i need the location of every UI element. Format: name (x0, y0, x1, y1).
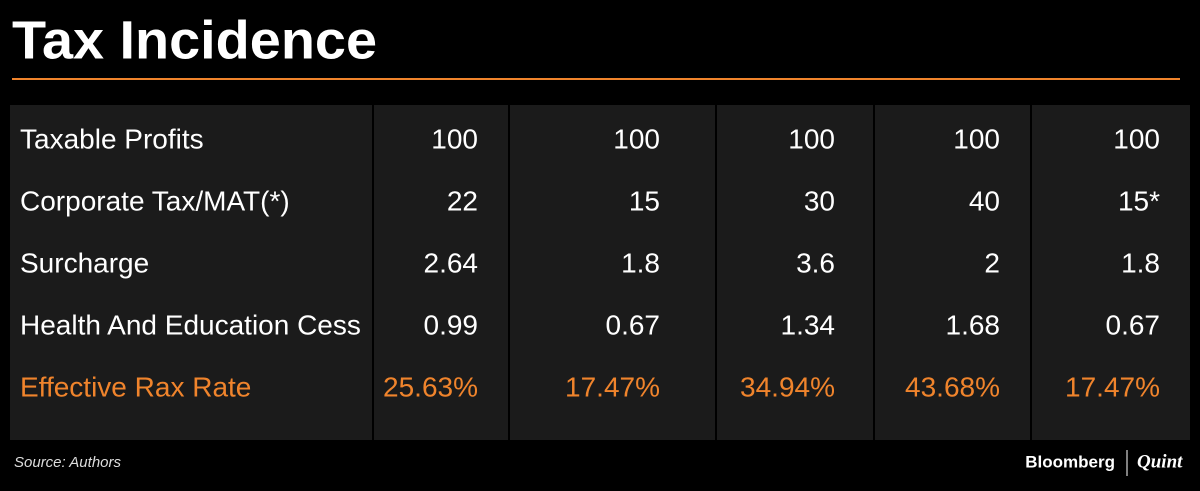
column-bg (717, 105, 873, 440)
column-bg (10, 105, 372, 440)
cell-value: 100 (953, 123, 1000, 154)
cell-value: 22 (447, 185, 478, 216)
cell-value: 15* (1118, 185, 1160, 216)
source: Source: Authors (14, 454, 121, 471)
title: Tax Incidence (12, 10, 377, 70)
cell-value: 17.47% (1065, 371, 1160, 402)
cell-value: 100 (431, 123, 478, 154)
cell-value: 0.67 (1106, 309, 1161, 340)
cell-value: 2.64 (424, 247, 479, 278)
cell-value: 40 (969, 185, 1000, 216)
column-bg (510, 105, 715, 440)
row-label: Surcharge (20, 247, 149, 278)
cell-value: 30 (804, 185, 835, 216)
cell-value: 15 (629, 185, 660, 216)
cell-value: 100 (788, 123, 835, 154)
row-label: Corporate Tax/MAT(*) (20, 185, 290, 216)
cell-value: 3.6 (796, 247, 835, 278)
cell-value: 1.34 (781, 309, 836, 340)
cell-value: 1.68 (946, 309, 1001, 340)
cell-value: 0.99 (424, 309, 479, 340)
brand-logo: Bloomberg (1025, 452, 1115, 471)
table-columns (10, 105, 1190, 440)
row-label: Taxable Profits (20, 123, 204, 154)
column-bg (1032, 105, 1190, 440)
cell-value: 17.47% (565, 371, 660, 402)
cell-value: 0.67 (606, 309, 661, 340)
cell-value: 100 (1113, 123, 1160, 154)
cell-value: 100 (613, 123, 660, 154)
row-label: Effective Rax Rate (20, 371, 251, 402)
cell-value: 1.8 (1121, 247, 1160, 278)
cell-value: 25.63% (383, 371, 478, 402)
table: Taxable Profits 100 100 100 100 100 Corporate … (20, 123, 1160, 402)
cell-value: 1.8 (621, 247, 660, 278)
row-label: Health And Education Cess (20, 309, 361, 340)
column-bg (374, 105, 508, 440)
cell-value: 43.68% (905, 371, 1000, 402)
column-bg (875, 105, 1030, 440)
cell-value: 34.94% (740, 371, 835, 402)
partner-logo: Quint (1137, 451, 1183, 472)
cell-value: 2 (984, 247, 1000, 278)
